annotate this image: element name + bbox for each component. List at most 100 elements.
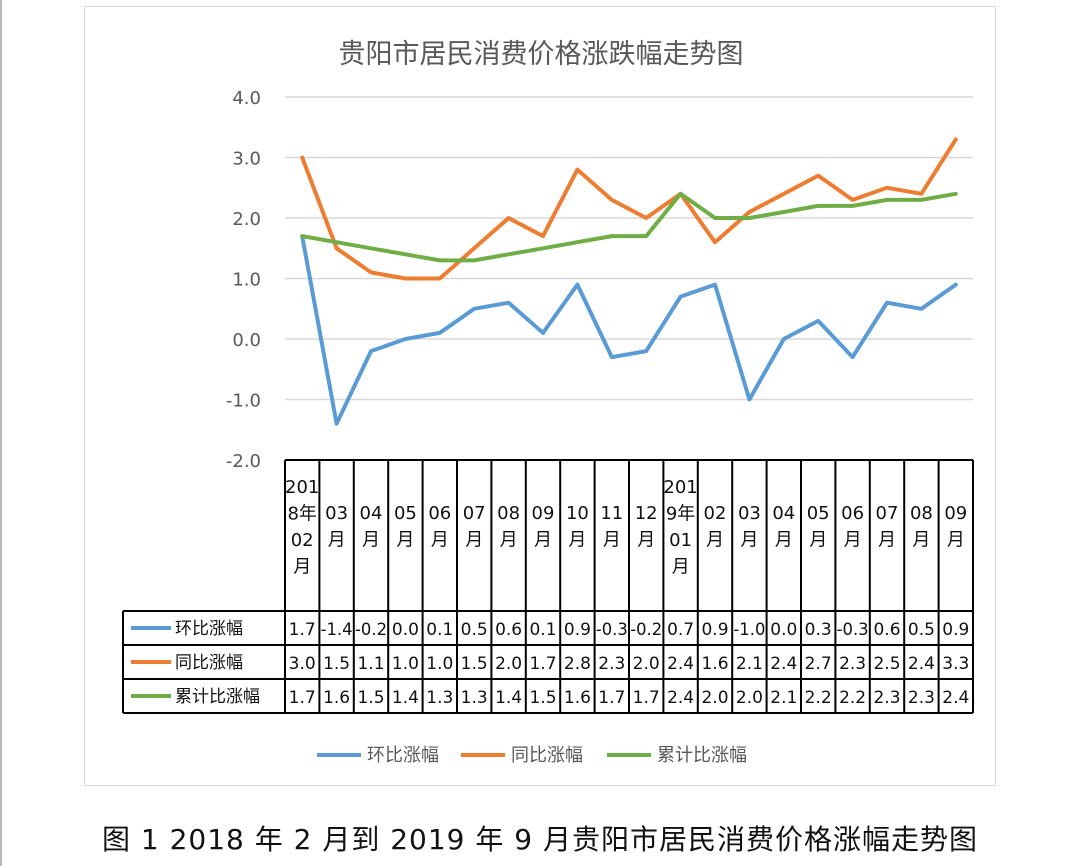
data-label: 2.4 [942, 688, 969, 708]
x-tick-label: 月 [465, 530, 483, 551]
data-label: 1.1 [357, 654, 384, 674]
data-label: -1.0 [733, 620, 765, 640]
data-label: 1.7 [633, 688, 660, 708]
x-tick-label: 07 [876, 503, 899, 524]
data-label: 2.2 [839, 688, 866, 708]
y-tick-label: 2.0 [232, 209, 261, 230]
x-tick-label: 08 [497, 503, 520, 524]
data-label: 2.0 [495, 654, 522, 674]
data-label: 1.4 [495, 688, 522, 708]
data-label: 2.5 [873, 654, 900, 674]
line-chart: 贵阳市居民消费价格涨跌幅走势图 4.03.02.01.00.0-1.0-2.0 … [122, 39, 974, 766]
data-label: 2.0 [633, 654, 660, 674]
x-tick-label: 11 [600, 503, 623, 524]
data-label: 1.3 [461, 688, 488, 708]
data-label: 1.7 [529, 654, 556, 674]
y-tick-label: 3.0 [232, 149, 261, 170]
x-tick-label: 月 [396, 530, 414, 551]
x-tick-label: 201 [285, 477, 319, 498]
x-tick-label: 04 [360, 503, 383, 524]
x-tick-label: 9年 [666, 504, 695, 525]
x-tick-label: 01 [669, 530, 692, 551]
data-label: 1.0 [392, 654, 419, 674]
x-tick-label: 月 [431, 530, 449, 551]
data-label: 0.9 [564, 620, 591, 640]
table-series-name: 同比涨幅 [175, 653, 243, 673]
data-label: 1.4 [392, 688, 419, 708]
data-label: 2.4 [908, 654, 935, 674]
data-label: -0.3 [837, 620, 869, 640]
y-tick-label: -1.0 [226, 391, 261, 412]
chart-frame: 贵阳市居民消费价格涨跌幅走势图 4.0 3.0 2.0 1.0 0.0 -1.0 -2.0 … [84, 6, 996, 786]
x-tick-label: 月 [844, 530, 862, 551]
data-label: 1.5 [323, 654, 350, 674]
data-label: 2.0 [701, 688, 728, 708]
x-tick-label: 月 [637, 530, 655, 551]
series-line-2 [300, 137, 958, 281]
data-label: 0.9 [701, 620, 728, 640]
data-label: -0.2 [630, 620, 662, 640]
data-label: 1.5 [461, 654, 488, 674]
legend: 环比涨幅 同比涨幅 累计比涨幅 [317, 745, 747, 766]
x-tick-label: 月 [362, 530, 380, 551]
x-tick-label: 201 [663, 477, 697, 498]
data-label: 1.7 [289, 620, 316, 640]
data-label: 0.7 [667, 620, 694, 640]
data-label: 2.4 [667, 654, 694, 674]
x-tick-label: 02 [291, 530, 314, 551]
data-label: 3.0 [289, 654, 316, 674]
legend-label-2: 同比涨幅 [511, 745, 583, 766]
data-label: 2.7 [805, 654, 832, 674]
x-tick-label: 06 [841, 503, 864, 524]
data-label: 1.7 [598, 688, 625, 708]
x-tick-label: 05 [807, 503, 830, 524]
data-label: 2.3 [839, 654, 866, 674]
x-tick-label: 09 [944, 503, 967, 524]
x-tick-label: 月 [878, 530, 896, 551]
data-label: 2.1 [736, 654, 763, 674]
legend-label-3: 累计比涨幅 [657, 745, 747, 766]
data-label: 0.1 [529, 620, 556, 640]
x-tick-label: 04 [772, 503, 795, 524]
x-tick-label: 月 [603, 530, 621, 551]
chart-title: 贵阳市居民消费价格涨跌幅走势图 [339, 39, 744, 70]
data-label: -1.4 [321, 620, 353, 640]
y-axis-ticks: 4.0 3.0 2.0 1.0 0.0 -1.0 -2.0 [226, 88, 261, 472]
x-tick-label: 05 [394, 503, 417, 524]
y-tick-label: 0.0 [232, 330, 261, 351]
x-tick-label: 月 [740, 530, 758, 551]
data-label: 2.3 [598, 654, 625, 674]
table-series-name: 环比涨幅 [175, 619, 243, 639]
data-label: 0.5 [908, 620, 935, 640]
x-tick-label: 月 [672, 557, 690, 578]
data-label: 0.5 [461, 620, 488, 640]
y-tick-label: 4.0 [232, 88, 261, 109]
data-label: 0.1 [426, 620, 453, 640]
data-label: 1.5 [529, 688, 556, 708]
x-tick-label: 月 [500, 530, 518, 551]
page-edge-rule [0, 0, 2, 866]
data-label: 2.8 [564, 654, 591, 674]
x-tick-label: 月 [568, 530, 586, 551]
x-tick-label: 月 [293, 557, 311, 578]
x-tick-label: 月 [328, 530, 346, 551]
data-label: 1.6 [564, 688, 591, 708]
x-tick-label: 月 [809, 530, 827, 551]
data-label: 2.4 [770, 654, 797, 674]
x-tick-label: 12 [635, 503, 658, 524]
x-tick-label: 10 [566, 503, 589, 524]
data-label: 2.0 [736, 688, 763, 708]
data-label: 1.6 [323, 688, 350, 708]
x-tick-label: 月 [947, 530, 965, 551]
data-label: -0.2 [355, 620, 387, 640]
x-tick-label: 月 [534, 530, 552, 551]
data-label: 3.3 [942, 654, 969, 674]
data-label: 0.6 [495, 620, 522, 640]
x-tick-label: 02 [704, 503, 727, 524]
x-tick-label: 8年 [287, 504, 316, 525]
x-tick-label: 08 [910, 503, 933, 524]
figure-caption: 图 1 2018 年 2 月到 2019 年 9 月贵阳市居民消费价格涨幅走势图 [101, 823, 979, 856]
table-series-name: 累计比涨幅 [175, 687, 260, 707]
y-tick-label: -2.0 [226, 451, 261, 472]
series-line-3 [300, 191, 958, 263]
